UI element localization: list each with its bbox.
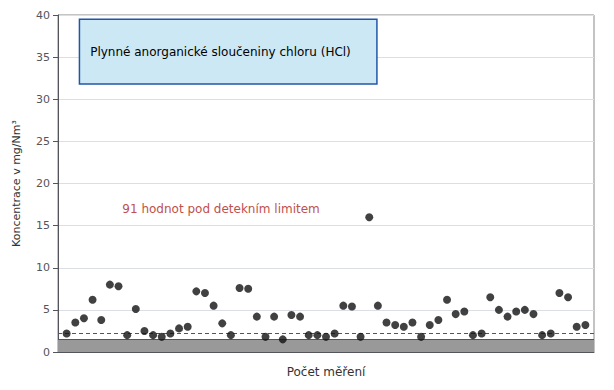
- svg-text:15: 15: [36, 219, 50, 232]
- svg-text:40: 40: [36, 9, 50, 22]
- svg-text:Koncentrace v mg/Nm³: Koncentrace v mg/Nm³: [10, 120, 23, 247]
- svg-text:Plynné anorganické sloučeniny: Plynné anorganické sloučeniny chloru (HC…: [90, 45, 351, 59]
- svg-text:35: 35: [36, 51, 50, 64]
- svg-text:25: 25: [36, 135, 50, 148]
- svg-text:Počet měření: Počet měření: [287, 365, 366, 379]
- svg-text:91 hodnot pod detekním limitem: 91 hodnot pod detekním limitem: [122, 202, 319, 216]
- svg-text:20: 20: [36, 177, 50, 190]
- svg-text:10: 10: [36, 261, 50, 274]
- svg-text:0: 0: [43, 346, 50, 359]
- svg-text:30: 30: [36, 93, 50, 106]
- svg-text:5: 5: [43, 303, 50, 316]
